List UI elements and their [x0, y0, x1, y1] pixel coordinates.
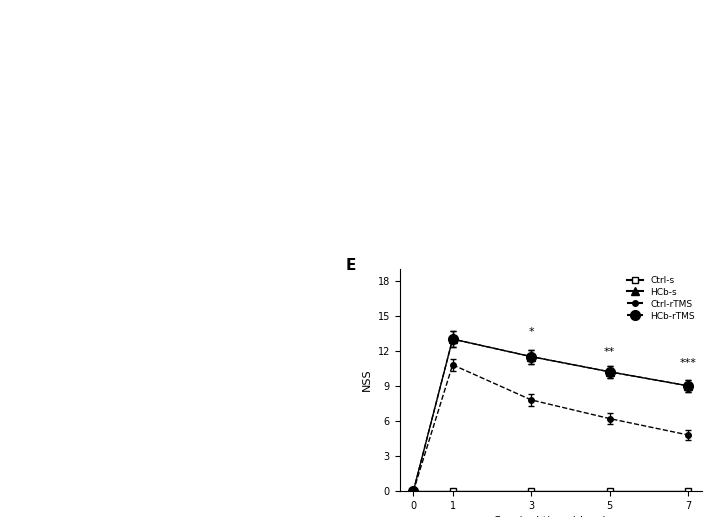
Text: ***: ***	[680, 358, 697, 368]
Y-axis label: NSS: NSS	[362, 369, 372, 391]
Text: *: *	[528, 327, 534, 337]
Text: E: E	[345, 257, 356, 273]
X-axis label: Survival time (days): Survival time (days)	[495, 516, 607, 517]
Text: **: **	[604, 346, 616, 357]
Legend: Ctrl-s, HCb-s, Ctrl-rTMS, HCb-rTMS: Ctrl-s, HCb-s, Ctrl-rTMS, HCb-rTMS	[624, 273, 698, 324]
